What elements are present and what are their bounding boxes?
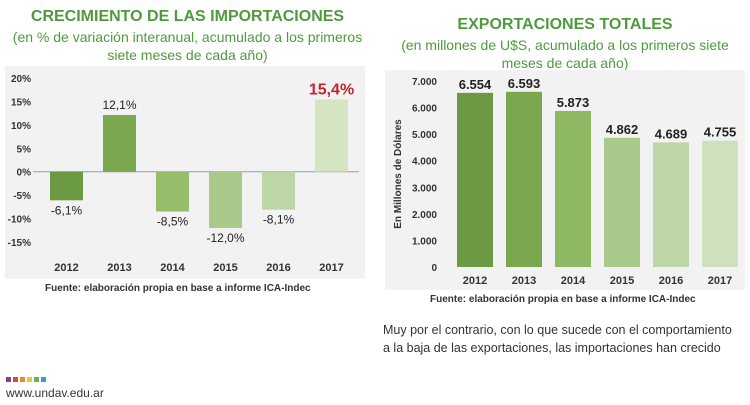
y-tick-label: 6.000: [412, 104, 437, 115]
x-tick-label: 2017: [319, 262, 343, 274]
article-text-line1: Muy por el contrario, con lo que sucede …: [383, 323, 732, 337]
brand-dot: [41, 377, 46, 382]
right-chart-subtitle-line1: (en millones de U$S, acumulado a los pri…: [401, 37, 729, 53]
bar: [653, 142, 689, 267]
data-label: -8,1%: [263, 213, 295, 227]
bar: [506, 91, 542, 267]
imports-growth-chart: 20% 15% 10% 5% 0% -5% -10% -15% -6,1% 2012 12,1% 20…: [8, 74, 359, 274]
data-label: 4.862: [606, 122, 639, 137]
x-tick-label: 2016: [659, 275, 683, 287]
bar: [103, 115, 136, 172]
x-tick-label: 2012: [54, 262, 78, 274]
data-label: -12,0%: [206, 231, 244, 245]
y-tick-label: 2.000: [412, 210, 437, 221]
right-chart-subtitle-line2: meses de cada año): [501, 55, 629, 71]
x-tick-label: 2012: [463, 275, 487, 287]
y-tick-label: 20%: [11, 74, 31, 85]
bar: [50, 171, 83, 201]
brand-dot: [20, 377, 25, 382]
brand-dot: [27, 377, 32, 382]
y-tick-label: 3.000: [412, 183, 437, 194]
bar: [209, 171, 242, 228]
x-tick-label: 2013: [512, 275, 536, 287]
data-label: 12,1%: [102, 98, 136, 112]
data-label: 4.689: [655, 126, 688, 141]
x-tick-label: 2016: [266, 262, 290, 274]
site-url-link[interactable]: www.undav.edu.ar: [6, 386, 104, 400]
bar: [702, 140, 738, 267]
y-tick-label: -5%: [13, 191, 31, 202]
article-text: Muy por el contrario, con lo que sucede …: [383, 321, 732, 357]
brand-dots: [6, 377, 46, 382]
total-exports-chart: En Millones de Dólares 7.000 6.000 5.000 4.0…: [393, 76, 738, 287]
y-tick-label: 4.000: [412, 157, 437, 168]
data-label: -8,5%: [157, 215, 189, 229]
bar: [604, 137, 640, 267]
brand-dot: [13, 377, 18, 382]
right-chart-title: EXPORTACIONES TOTALES: [457, 16, 673, 33]
y-tick-label: -10%: [8, 215, 31, 226]
y-tick-label: 0%: [17, 168, 32, 179]
y-tick-label: -15%: [8, 238, 31, 249]
x-tick-label: 2014: [561, 275, 586, 287]
left-chart-panel: 20% 15% 10% 5% 0% -5% -10% -15% -6,1% 2012 12,1% 20…: [5, 66, 365, 279]
article-text-line2: a la baja de las exportaciones, las impo…: [383, 341, 721, 355]
bar: [262, 171, 295, 210]
x-tick-label: 2013: [107, 262, 131, 274]
data-label: 6.554: [459, 77, 492, 92]
bar: [156, 171, 189, 212]
brand-dot: [34, 377, 39, 382]
brand-dot: [6, 377, 11, 382]
y-tick-label: 10%: [11, 121, 31, 132]
left-chart-source: Fuente: elaboración propia en base a inf…: [45, 283, 311, 294]
y-tick-label: 5.000: [412, 130, 437, 141]
x-tick-label: 2017: [708, 275, 732, 287]
right-chart-panel: En Millones de Dólares 7.000 6.000 5.000 4.0…: [385, 70, 745, 290]
bar: [315, 99, 348, 172]
y-tick-label: 7.000: [412, 77, 437, 88]
data-label: 5.873: [557, 95, 590, 110]
x-tick-label: 2015: [213, 262, 237, 274]
data-label: -6,1%: [51, 203, 83, 217]
y-tick-label: 1.000: [412, 236, 437, 247]
x-tick-label: 2014: [160, 262, 185, 274]
data-label: 6.593: [508, 76, 541, 91]
y-tick-label: 15%: [11, 97, 31, 108]
x-tick-label: 2015: [610, 275, 634, 287]
data-label: 4.755: [704, 125, 737, 140]
left-chart-subtitle-line2: siete meses de cada año): [107, 47, 268, 63]
data-label: 15,4%: [309, 82, 354, 99]
bar: [555, 110, 591, 267]
y-axis-label: En Millones de Dólares: [393, 119, 404, 229]
y-tick-label: 5%: [17, 144, 32, 155]
y-tick-label: 0: [431, 263, 437, 274]
left-chart-subtitle-line1: (en % de variación interanual, acumulado…: [12, 29, 363, 45]
right-chart-source: Fuente: elaboración propia en base a inf…: [430, 294, 696, 305]
bar: [457, 92, 493, 267]
left-chart-title: CRECIMIENTO DE LAS IMPORTACIONES: [30, 8, 345, 25]
